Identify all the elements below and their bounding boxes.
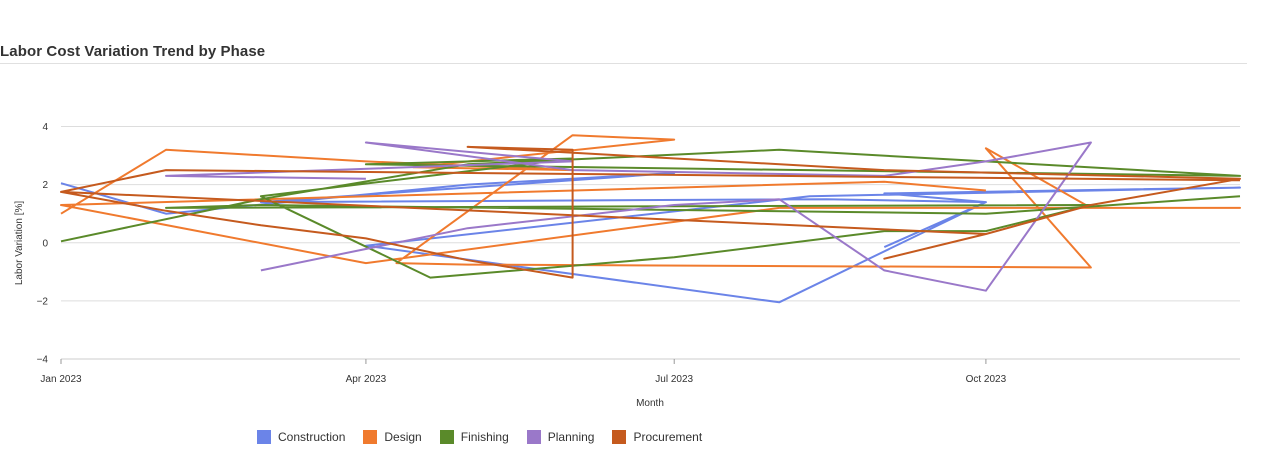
legend-swatch	[612, 430, 627, 444]
legend-item-planning[interactable]: Planning	[526, 430, 595, 444]
series-line-design	[60, 134, 1241, 269]
legend-item-construction[interactable]: Construction	[257, 430, 345, 444]
legend-label: Finishing	[460, 430, 509, 444]
x-tick-label: Jul 2023	[655, 374, 693, 385]
legend-item-procurement[interactable]: Procurement	[612, 430, 702, 444]
chart-legend: Construction Design Finishing Planning Procu…	[257, 430, 702, 444]
x-tick-label: Oct 2023	[966, 374, 1007, 385]
y-tick-label: −4	[37, 355, 49, 366]
legend-swatch	[257, 430, 271, 444]
series-line-planning	[165, 141, 1092, 292]
x-axis-label: Month	[636, 398, 664, 409]
legend-item-design[interactable]: Design	[363, 430, 422, 444]
title-divider	[0, 63, 1247, 64]
series-line-finishing	[60, 148, 1241, 279]
legend-item-finishing[interactable]: Finishing	[439, 430, 509, 444]
series-lines	[60, 134, 1241, 304]
y-tick-label: 4	[42, 122, 48, 133]
y-tick-label: −2	[37, 296, 49, 307]
y-tick-label: 0	[42, 238, 48, 249]
x-tick-label: Jan 2023	[40, 374, 82, 385]
y-axis-label: Labor Variation [%]	[14, 201, 25, 286]
series-line-construction	[60, 172, 1241, 304]
chart-title: Labor Cost Variation Trend by Phase	[0, 43, 266, 60]
legend-swatch	[363, 430, 378, 444]
legend-label: Design	[384, 430, 422, 444]
axes: −4 −2 0 2 4 Jan 2023 Apr 2023 Jul 2023 Oct 2023	[37, 122, 1240, 385]
legend-label: Procurement	[633, 430, 703, 444]
legend-swatch	[439, 430, 454, 444]
legend-label: Planning	[547, 430, 595, 444]
legend-swatch	[526, 430, 541, 444]
series-line-procurement	[60, 145, 1241, 279]
legend-label: Construction	[278, 430, 346, 444]
y-tick-label: 2	[42, 180, 48, 191]
grid-lines	[61, 126, 1240, 360]
x-tick-label: Apr 2023	[346, 374, 387, 385]
